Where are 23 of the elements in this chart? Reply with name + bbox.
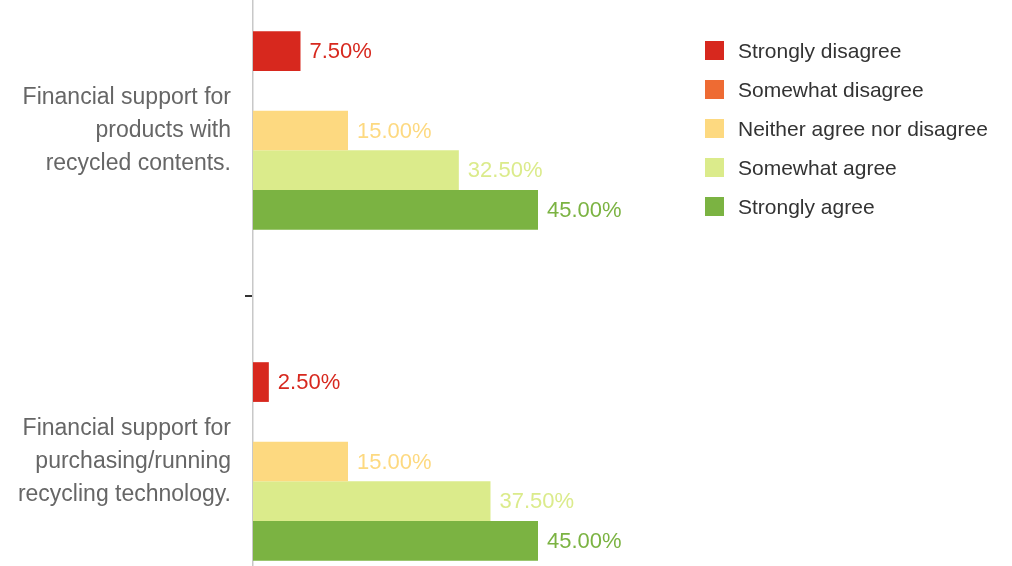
y-tick-label: Financial support for products with recycled contents. xyxy=(22,83,232,175)
legend-label: Neither agree nor disagree xyxy=(738,116,988,141)
legend-label: Somewhat disagree xyxy=(738,77,924,102)
data-label: 15.00% xyxy=(357,117,432,143)
data-label: 45.00% xyxy=(547,528,622,553)
data-label: 7.50% xyxy=(309,38,372,64)
bar xyxy=(253,31,301,71)
bar xyxy=(253,481,491,522)
y-tick-label: Financial support for purchasing/running recycling technology. xyxy=(17,414,232,506)
data-label: 15.00% xyxy=(357,448,432,474)
bar xyxy=(253,190,538,230)
legend-label: Strongly agree xyxy=(738,194,875,219)
data-label: 37.50% xyxy=(499,488,575,514)
legend-label: Strongly disagree xyxy=(738,38,902,63)
data-label: 2.50% xyxy=(277,369,341,395)
bar xyxy=(253,110,348,151)
data-label: 45.00% xyxy=(547,197,622,222)
bar xyxy=(253,362,269,402)
bar xyxy=(253,150,459,191)
bar xyxy=(253,521,538,561)
legend-label: Somewhat agree xyxy=(738,155,897,180)
data-label: 32.50% xyxy=(467,157,543,183)
bar xyxy=(253,441,348,482)
